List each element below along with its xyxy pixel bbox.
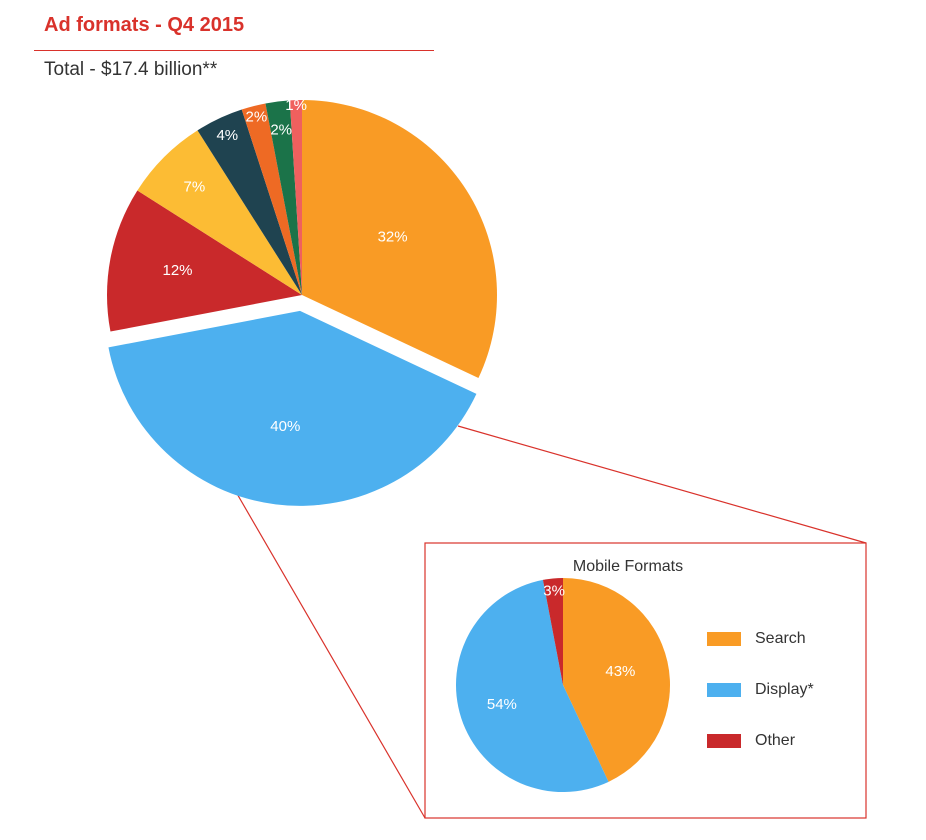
main-pie-slice-3 (106, 190, 303, 332)
inset-pie: 43% 54% 3% (455, 578, 671, 793)
legend-label-display: Display* (755, 681, 814, 698)
chart-subtitle: Total - $17.4 billion** (44, 59, 218, 80)
main-pie-slice-1 (302, 99, 498, 379)
main-pie-slice-5 (197, 109, 302, 295)
inset-pie-title: Mobile Formats (573, 558, 683, 575)
main-pie-slice-label-8: 1% (285, 97, 307, 114)
main-pie-slice-2 (108, 310, 477, 506)
main-pie-slice-label-5: 4% (216, 127, 238, 144)
main-pie-slice-label-3: 12% (162, 262, 192, 279)
legend-swatch-other (707, 734, 741, 748)
main-pie-slice-label-1: 32% (378, 228, 408, 245)
main-pie: 32% 40% 12% 7% 4% 2%2% 1% (106, 97, 498, 506)
legend-swatch-display (707, 683, 741, 697)
main-pie-slice-label-7: 2% (270, 122, 292, 139)
inset-pie-slice-label-3: 3% (543, 582, 565, 599)
legend-label-search: Search (755, 630, 806, 647)
main-pie-slice-8 (289, 99, 302, 295)
main-pie-slice-6 (241, 103, 302, 295)
chart-title: Ad formats - Q4 2015 (44, 14, 245, 36)
inset-legend: Search Display* Other (707, 630, 814, 749)
connector-line-bottom (235, 491, 426, 819)
connector-line-top (457, 425, 867, 544)
inset-pie-slice-label-2: 54% (487, 696, 517, 713)
legend-swatch-search (707, 632, 741, 646)
inset-pie-slice-label-1: 43% (605, 663, 635, 680)
main-pie-slice-7 (265, 100, 302, 295)
main-pie-slice-label-2: 40% (270, 418, 300, 435)
main-pie-slice-label-6: 2% (246, 108, 268, 125)
title-divider (34, 50, 434, 51)
main-pie-slice-4 (137, 130, 302, 295)
inset-pie-slice-3 (542, 578, 563, 685)
inset-pie-slice-2 (455, 579, 609, 793)
legend-label-other: Other (755, 732, 796, 749)
main-pie-slice-label-4: 7% (184, 178, 206, 195)
inset-pie-slice-1 (563, 578, 671, 782)
